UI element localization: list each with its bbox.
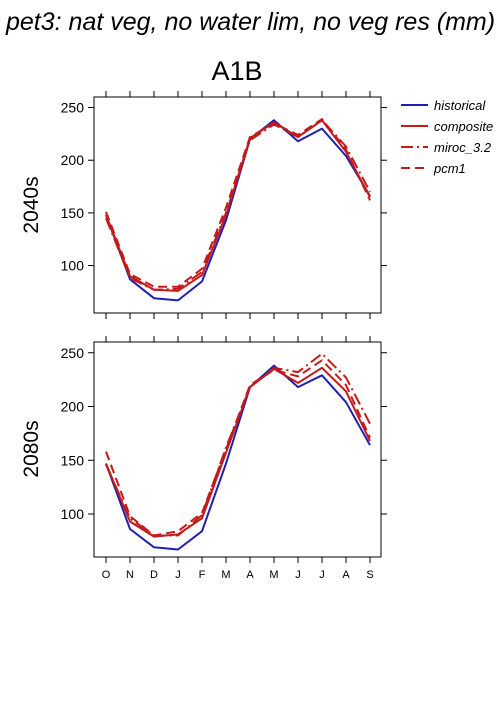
plot-frame	[93, 96, 382, 314]
legend-entry: historical	[434, 98, 486, 113]
series-group	[105, 352, 371, 551]
y-tick-label: 100	[61, 506, 85, 522]
row-label-2080s: 2080s	[20, 420, 43, 477]
series-line-composite	[105, 119, 371, 292]
x-tick-label: N	[126, 569, 134, 581]
y-tick-label: 250	[61, 345, 85, 361]
panel-2080s: 2080s 100 150 200 250	[20, 336, 387, 563]
y-axis: 100 150 200 250	[61, 345, 387, 522]
y-tick-label: 250	[61, 100, 85, 116]
x-tick-label: M	[221, 569, 230, 581]
row-label-2040s: 2040s	[20, 176, 43, 233]
panel-2040s: 2040s 100 150 200 250	[20, 91, 387, 319]
x-tick-label: M	[269, 569, 278, 581]
x-tick-label: A	[342, 569, 350, 581]
x-tick-label: O	[102, 569, 111, 581]
y-axis: 100 150 200 250	[61, 100, 387, 274]
series-line-pcm1	[105, 118, 371, 288]
x-tick-label: F	[199, 569, 206, 581]
series-line-miroc-3-2	[105, 352, 371, 537]
x-axis-ticks	[105, 336, 371, 563]
x-tick-label: A	[246, 569, 254, 581]
series-line-historical	[105, 364, 371, 551]
legend-entry: composite	[434, 119, 493, 134]
series-line-pcm1	[105, 359, 371, 537]
legend-entry: pcm1	[433, 161, 466, 176]
x-tick-label: J	[175, 569, 181, 581]
series-line-miroc-3-2	[105, 119, 371, 291]
main-title: pet3: nat veg, no water lim, no veg res …	[5, 8, 495, 36]
plot-frame	[93, 341, 382, 558]
y-tick-label: 100	[61, 258, 85, 274]
legend-entry: miroc_3.2	[434, 140, 492, 155]
series-group	[105, 118, 371, 302]
series-line-composite	[105, 366, 371, 538]
x-tick-label: D	[150, 569, 158, 581]
x-tick-label: J	[319, 569, 325, 581]
x-tick-label: J	[295, 569, 301, 581]
series-line-historical	[105, 119, 371, 302]
x-axis-ticks	[105, 91, 371, 319]
x-tick-label: S	[366, 569, 373, 581]
y-tick-label: 200	[61, 399, 85, 415]
y-tick-label: 150	[61, 205, 85, 221]
scenario-title: A1B	[211, 56, 262, 86]
legend: historical composite miroc_3.2 pcm1	[401, 98, 493, 176]
y-tick-label: 200	[61, 152, 85, 168]
y-tick-label: 150	[61, 452, 85, 468]
